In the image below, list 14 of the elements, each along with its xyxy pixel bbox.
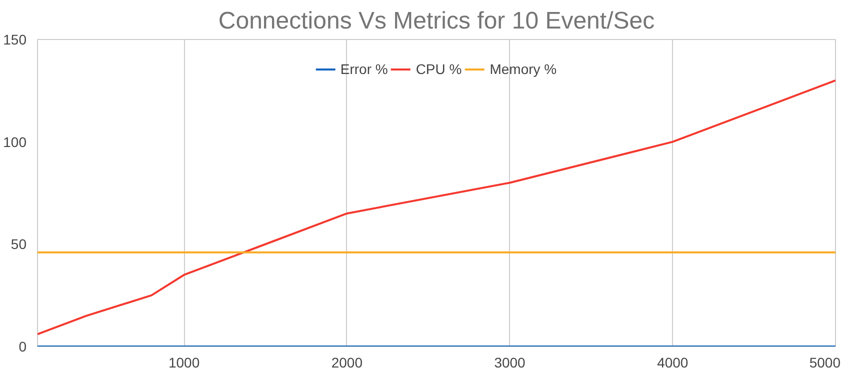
x-tick-label: 4000 [657, 354, 688, 370]
x-tick-label: 3000 [494, 354, 526, 370]
x-tick-label: 2000 [331, 354, 363, 370]
y-tick-label: 100 [3, 134, 27, 150]
legend-label: Error % [340, 61, 388, 77]
y-tick-label: 50 [10, 236, 27, 252]
x-tick-label: 5000 [809, 354, 841, 370]
legend-label: CPU % [416, 61, 462, 77]
line-series [38, 79, 836, 336]
legend-label: Memory % [490, 61, 557, 77]
x-tick-label: 1000 [168, 354, 200, 370]
y-tick-label: 0 [18, 338, 27, 354]
chart-title: Connections Vs Metrics for 10 Event/Sec [218, 8, 655, 34]
y-tick-label: 150 [3, 32, 27, 48]
